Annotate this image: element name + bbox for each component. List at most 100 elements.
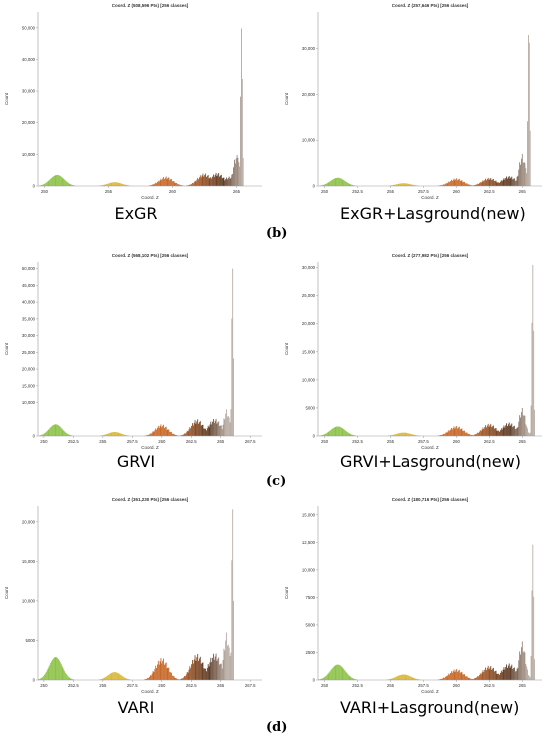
histogram-bar <box>220 174 222 186</box>
histogram-bar <box>343 669 345 680</box>
histogram-bar <box>398 433 400 436</box>
histogram-bar <box>335 426 337 436</box>
histogram-bar <box>112 672 114 680</box>
histogram-bar <box>325 433 327 436</box>
histogram-bar <box>463 181 465 186</box>
y-tick-label: 15,000 <box>302 349 316 354</box>
histogram-bar <box>514 180 516 186</box>
histogram-bar <box>199 658 200 680</box>
histogram-bar <box>410 676 412 680</box>
histogram-bar <box>345 181 346 186</box>
histogram-bar <box>459 672 461 680</box>
x-tick-label: 250 <box>321 189 329 194</box>
histogram-bar <box>188 429 190 436</box>
histogram-bar <box>45 673 46 680</box>
x-tick-label: 250 <box>40 439 48 444</box>
histogram-grvi-lasground: Coord. Z (277,982 Pts) [256 classes] 250 2… <box>284 253 542 450</box>
y-axis-label: Count <box>4 92 9 105</box>
histogram-bar <box>211 178 213 186</box>
histogram-bar <box>397 433 399 436</box>
histogram-bar <box>395 676 397 680</box>
histogram-bar <box>353 185 355 186</box>
histogram-bar <box>401 674 402 680</box>
histogram-bar <box>497 182 499 186</box>
histogram-bar <box>469 678 471 680</box>
y-tick-label: 25,000 <box>302 293 316 298</box>
histogram-bar <box>526 173 528 186</box>
histogram-bar <box>168 429 170 436</box>
histogram-bar <box>447 675 449 680</box>
x-tick-label: 255 <box>387 683 395 688</box>
histogram-bar <box>232 509 234 680</box>
histogram-vari: Coord. Z (351,230 Pts) [256 classes] 250 2… <box>4 497 262 694</box>
histogram-bar <box>501 429 503 436</box>
histogram-bar <box>445 432 447 436</box>
histogram-bar <box>61 665 63 680</box>
histogram-bar <box>333 666 335 680</box>
histogram-bar <box>396 433 398 436</box>
histogram-bar <box>242 158 244 186</box>
x-tick-label: 260 <box>169 189 177 194</box>
histogram-bar <box>108 674 109 680</box>
histogram-bar <box>172 433 174 436</box>
histogram-bar <box>477 183 479 186</box>
histogram-bar <box>513 668 514 680</box>
histogram-bar <box>328 672 330 680</box>
y-tick-label: 25,000 <box>22 350 36 355</box>
histogram-bar <box>486 427 487 436</box>
histogram-bar <box>220 425 221 436</box>
histogram-bar <box>521 407 523 436</box>
x-tick-label: 250 <box>321 683 329 688</box>
histogram-bar <box>444 433 446 436</box>
histogram-bar <box>58 175 59 186</box>
histogram-bar <box>53 175 55 186</box>
histogram-bar <box>233 167 234 186</box>
histogram-bar <box>475 184 477 186</box>
histogram-bar <box>108 433 110 436</box>
histogram-bar <box>158 181 160 186</box>
histogram-bar <box>45 182 47 186</box>
histogram-bar <box>401 432 402 436</box>
histogram-bar <box>450 429 451 436</box>
histogram-bar <box>341 667 343 680</box>
histogram-bar <box>471 678 472 680</box>
y-tick-label: 0 <box>313 678 316 683</box>
histogram-bar <box>195 423 197 436</box>
histogram-bar <box>164 179 165 186</box>
histogram-bar <box>106 676 108 680</box>
histogram-bar <box>114 672 115 680</box>
histogram-bar <box>235 158 237 186</box>
histogram-bar <box>51 177 52 186</box>
histogram-bar <box>69 183 71 186</box>
histogram-bar <box>476 677 478 680</box>
histogram-bar <box>228 647 230 680</box>
histogram-bar <box>455 427 457 436</box>
histogram-bar <box>193 182 195 186</box>
histogram-bar <box>231 174 233 186</box>
histogram-bar <box>217 658 219 680</box>
histogram-bar <box>210 421 212 436</box>
histogram-bar <box>50 662 52 680</box>
histogram-bar <box>206 175 208 186</box>
histogram-bar <box>347 432 349 436</box>
histogram-bar <box>388 679 390 680</box>
histogram-bar <box>342 668 344 680</box>
histogram-bar <box>440 678 442 680</box>
histogram-bar <box>203 428 205 436</box>
histogram-bar <box>331 669 332 680</box>
histogram-bar <box>486 180 487 186</box>
histogram-bar <box>340 666 342 680</box>
histogram-bar <box>42 676 44 680</box>
histogram-bar <box>472 435 474 436</box>
histogram-bar <box>400 183 402 186</box>
histogram-bar <box>511 176 513 186</box>
histogram-bar <box>62 667 64 680</box>
histogram-bar <box>173 676 175 680</box>
histogram-bar <box>503 178 505 186</box>
histogram-bar <box>207 664 209 680</box>
x-tick-label: 255 <box>105 189 113 194</box>
histogram-bar <box>205 428 206 436</box>
histogram-bar <box>344 670 346 680</box>
histogram-bar <box>230 177 232 186</box>
histogram-bar <box>169 179 171 186</box>
